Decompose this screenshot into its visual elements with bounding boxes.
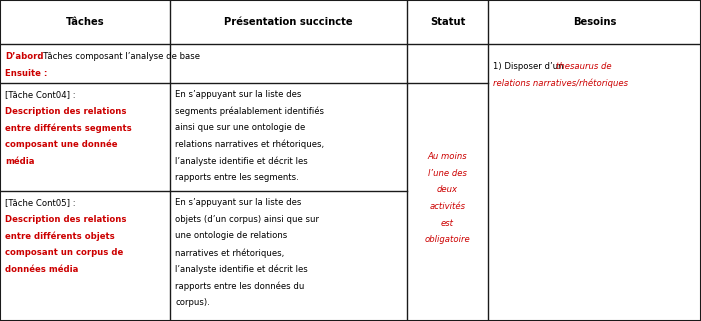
Text: 1) Disposer d’un: 1) Disposer d’un [493, 62, 566, 71]
Text: l’analyste identifie et décrit les: l’analyste identifie et décrit les [175, 157, 308, 166]
Text: Statut: Statut [430, 17, 465, 27]
Text: Description des relations: Description des relations [5, 215, 126, 224]
Text: Description des relations: Description des relations [5, 107, 126, 116]
Text: objets (d’un corpus) ainsi que sur: objets (d’un corpus) ainsi que sur [175, 215, 319, 224]
Text: média: média [5, 157, 34, 166]
Text: Tâches: Tâches [66, 17, 104, 27]
Text: corpus).: corpus). [175, 298, 210, 307]
Text: relations narratives/rhétoriques: relations narratives/rhétoriques [493, 79, 628, 88]
Text: obligatoire: obligatoire [425, 235, 470, 244]
Text: entre différents objets: entre différents objets [5, 231, 115, 241]
Text: une ontologie de relations: une ontologie de relations [175, 231, 287, 240]
Text: En s’appuyant sur la liste des: En s’appuyant sur la liste des [175, 198, 301, 207]
Text: activités: activités [430, 202, 465, 211]
Text: D’abord: D’abord [5, 52, 43, 61]
Text: entre différents segments: entre différents segments [5, 123, 132, 133]
Text: est: est [441, 219, 454, 228]
Text: segments préalablement identifiés: segments préalablement identifiés [175, 107, 325, 116]
Text: Présentation succincte: Présentation succincte [224, 17, 353, 27]
Text: [Tâche Cont05] :: [Tâche Cont05] : [5, 198, 76, 207]
Text: En s’appuyant sur la liste des: En s’appuyant sur la liste des [175, 90, 301, 99]
Text: composant une donnée: composant une donnée [5, 140, 117, 150]
Text: [Tâche Cont04] :: [Tâche Cont04] : [5, 90, 76, 99]
Text: : Tâches composant l’analyse de base: : Tâches composant l’analyse de base [35, 52, 200, 61]
Text: thesaurus de: thesaurus de [556, 62, 611, 71]
Text: ainsi que sur une ontologie de: ainsi que sur une ontologie de [175, 123, 306, 132]
Text: l’une des: l’une des [428, 169, 467, 178]
Text: rapports entre les segments.: rapports entre les segments. [175, 173, 299, 182]
Text: Besoins: Besoins [573, 17, 616, 27]
Text: composant un corpus de: composant un corpus de [5, 248, 123, 257]
Text: rapports entre les données du: rapports entre les données du [175, 282, 305, 291]
Text: Au moins: Au moins [428, 152, 468, 161]
Text: relations narratives et rhétoriques,: relations narratives et rhétoriques, [175, 140, 325, 150]
Text: deux: deux [437, 185, 458, 194]
Text: l’analyste identifie et décrit les: l’analyste identifie et décrit les [175, 265, 308, 274]
Text: narratives et rhétoriques,: narratives et rhétoriques, [175, 248, 285, 258]
Text: Ensuite :: Ensuite : [5, 69, 47, 78]
Text: données média: données média [5, 265, 79, 274]
